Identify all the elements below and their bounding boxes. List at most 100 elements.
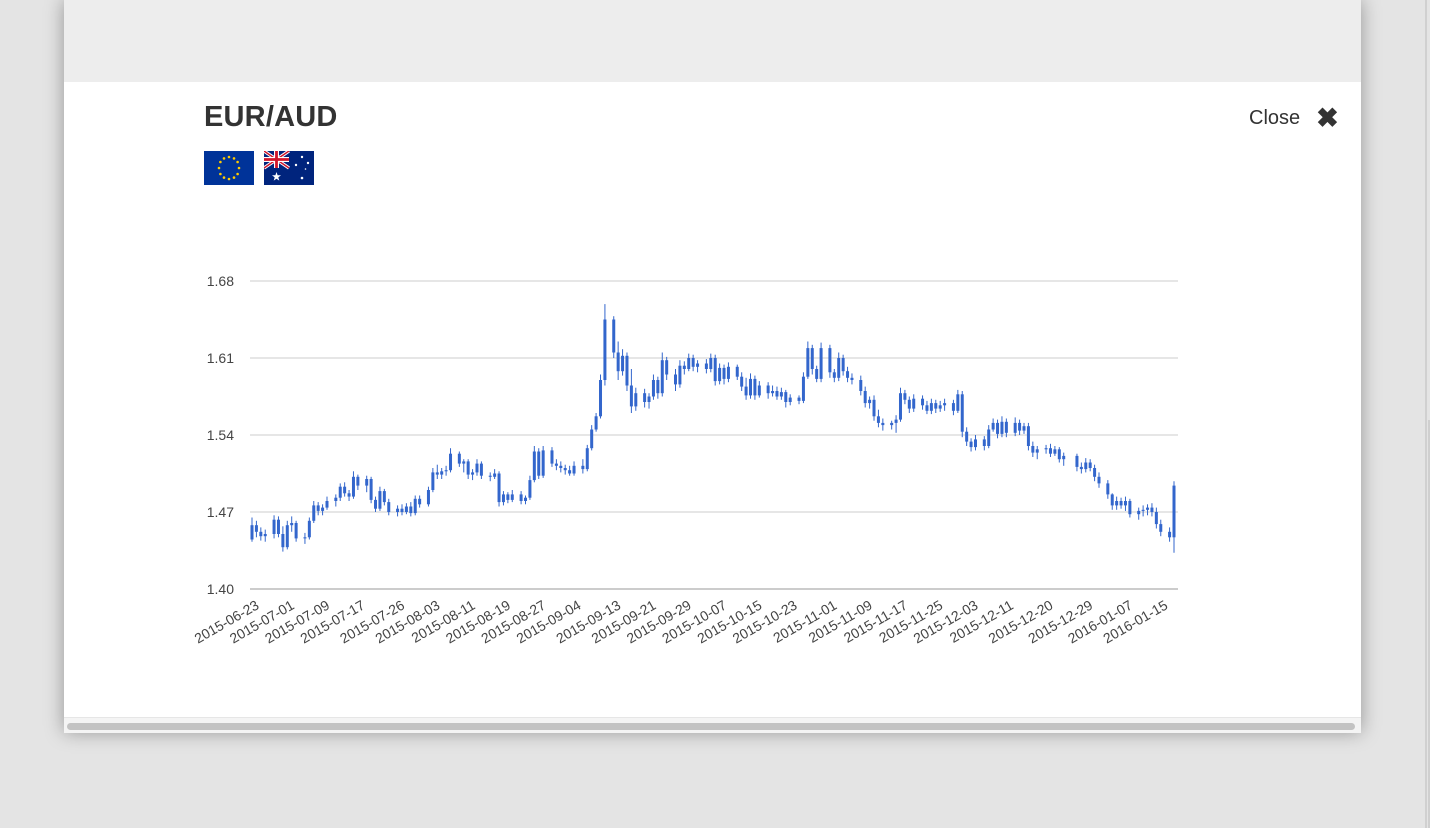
candle	[1013, 417, 1017, 437]
candle	[537, 448, 541, 479]
candle	[590, 425, 594, 451]
candle	[1084, 458, 1088, 473]
candle	[493, 469, 497, 479]
candle	[1022, 422, 1026, 434]
candle	[250, 517, 254, 542]
candle	[718, 363, 722, 385]
candle	[863, 386, 867, 408]
scrollbar-thumb[interactable]	[67, 723, 1355, 730]
candle	[431, 468, 435, 493]
candle	[996, 419, 1000, 439]
candle	[440, 468, 444, 479]
candle	[656, 376, 660, 399]
candle	[435, 464, 439, 479]
candle	[753, 375, 757, 400]
candle	[404, 503, 408, 515]
candle	[938, 400, 942, 412]
candle	[903, 389, 907, 405]
candle	[704, 359, 708, 374]
candle	[797, 395, 801, 405]
candle	[559, 461, 563, 473]
close-button[interactable]: Close ✖	[1249, 104, 1339, 132]
candle	[510, 490, 514, 503]
candle	[374, 496, 378, 512]
candle	[356, 474, 360, 490]
candle	[1110, 493, 1114, 510]
candle	[568, 465, 572, 476]
candle	[1128, 498, 1132, 518]
candle	[960, 391, 964, 438]
candle	[285, 520, 289, 550]
candle	[841, 354, 845, 376]
australia-flag	[264, 151, 314, 185]
candle	[1079, 462, 1083, 474]
candle	[643, 388, 647, 408]
candle	[506, 492, 510, 504]
candle	[338, 483, 342, 501]
candle	[1106, 480, 1110, 499]
candle	[987, 425, 991, 449]
candle	[815, 365, 819, 383]
candle	[594, 413, 598, 432]
candle	[929, 398, 933, 415]
candle	[1168, 527, 1172, 542]
chart-modal: EUR/AUD Close ✖ 1.68 1.61 1.54 1.47 1.40	[64, 0, 1361, 733]
candle	[819, 342, 823, 383]
candle	[788, 394, 792, 406]
candle	[519, 491, 523, 505]
candle	[709, 353, 713, 373]
candle	[294, 520, 298, 542]
candle	[828, 344, 832, 378]
candle	[1137, 507, 1141, 520]
candle	[554, 459, 558, 471]
horizontal-scrollbar[interactable]	[64, 717, 1361, 733]
candle	[325, 496, 329, 510]
candle	[881, 418, 885, 431]
candle	[444, 465, 448, 476]
candle	[1088, 459, 1092, 472]
candle	[1115, 496, 1119, 510]
candle	[1154, 507, 1158, 529]
candle	[418, 495, 422, 508]
candle	[1093, 464, 1097, 482]
candle	[1026, 422, 1030, 451]
price-chart: 1.681.611.541.471.40 2015-06-232015-07-0…	[191, 273, 1178, 646]
candle	[907, 396, 911, 413]
candle	[921, 395, 925, 410]
candle	[850, 373, 854, 385]
y-tick-label: 1.47	[207, 504, 234, 520]
candle	[806, 341, 810, 379]
candle	[1018, 419, 1022, 435]
candle	[1159, 519, 1163, 537]
y-tick-label: 1.54	[207, 427, 234, 443]
candle	[868, 396, 872, 409]
close-icon: ✖	[1316, 102, 1339, 133]
candle	[925, 400, 929, 415]
candle	[779, 387, 783, 400]
candle	[722, 364, 726, 385]
candle	[303, 532, 307, 544]
candle	[837, 352, 841, 382]
candle	[801, 372, 805, 404]
candle	[343, 482, 347, 497]
candle	[581, 459, 585, 474]
candle	[254, 520, 258, 538]
candle	[616, 341, 620, 380]
candle	[973, 435, 977, 451]
candle	[281, 526, 285, 552]
candle	[766, 382, 770, 399]
candle	[334, 494, 338, 507]
modal-title: EUR/AUD	[204, 101, 338, 133]
candle	[872, 395, 876, 421]
candle	[501, 491, 505, 506]
candle	[351, 471, 355, 499]
candle	[621, 349, 625, 376]
candle	[969, 438, 973, 452]
candle	[696, 360, 700, 373]
candle	[726, 362, 730, 383]
candle	[1057, 447, 1061, 463]
candle	[757, 381, 761, 398]
candle	[625, 352, 629, 391]
page-edge-line	[1425, 0, 1427, 828]
candle	[934, 399, 938, 413]
